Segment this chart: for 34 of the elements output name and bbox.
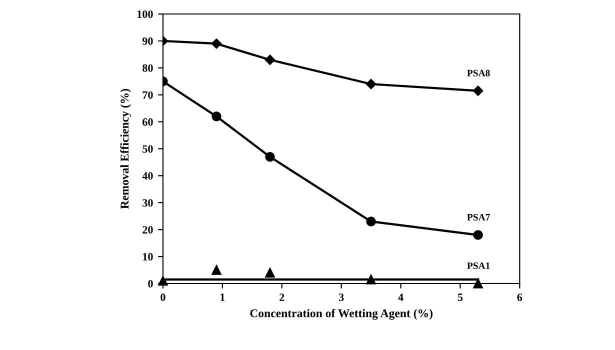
series-label: PSA7 <box>467 214 490 221</box>
x-tick-label: 3 <box>338 294 344 302</box>
y-tick-label: 80 <box>142 64 153 72</box>
point <box>212 112 222 122</box>
y-tick-label: 50 <box>142 145 153 153</box>
point <box>366 216 376 226</box>
point <box>473 278 483 288</box>
y-tick-label: 60 <box>142 118 153 126</box>
y-tick-label: 40 <box>142 172 153 180</box>
series-label: PSA8 <box>467 70 490 76</box>
point <box>265 152 275 162</box>
x-tick-label: 1 <box>220 294 225 301</box>
y-tick-label: 100 <box>137 10 153 18</box>
x-tick-label: 5 <box>458 294 463 302</box>
y-tick-label: 0 <box>148 280 153 288</box>
y-tick-label: 10 <box>143 253 153 261</box>
y-tick-label: 30 <box>142 199 153 207</box>
y-tick-label: 70 <box>142 91 153 99</box>
y-tick-label: 90 <box>142 37 153 45</box>
point <box>211 38 222 49</box>
point <box>264 54 276 65</box>
x-tick-label: 6 <box>517 294 522 302</box>
point <box>472 86 484 96</box>
x-axis-title: Concentration of Wetting Agent (%) <box>250 308 433 320</box>
x-tick-label: 4 <box>398 294 404 301</box>
point <box>265 268 275 278</box>
y-tick-label: 20 <box>142 226 153 234</box>
point <box>366 78 376 90</box>
point <box>473 230 483 240</box>
series-label: PSA1 <box>467 262 490 270</box>
x-tick-label: 2 <box>280 294 284 301</box>
point <box>212 265 222 275</box>
x-tick-label: 0 <box>160 294 166 302</box>
y-axis-title: Removal Efficiency (%) <box>120 88 132 209</box>
